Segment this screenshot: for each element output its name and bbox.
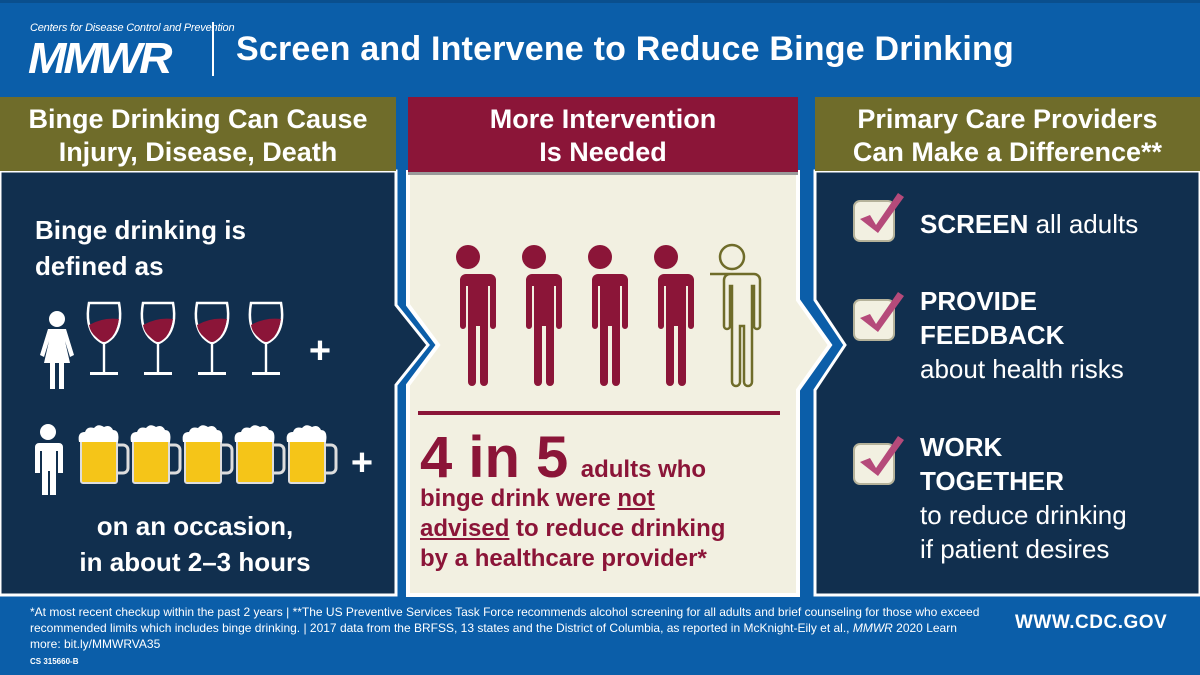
text-line: Binge drinking is [35, 215, 246, 245]
person-filled-icon [446, 245, 496, 386]
logo-org-name: Centers for Disease Control and Preventi… [30, 22, 235, 34]
heading-line: Injury, Disease, Death [58, 137, 338, 167]
stat-tail: adults who [580, 456, 707, 483]
action-keyword: WORK [920, 432, 1003, 462]
heading-line: More Intervention [489, 104, 717, 134]
action-text: all adults [1028, 209, 1139, 239]
beer-mug-icon [234, 425, 286, 484]
checkmark-icon [860, 436, 904, 476]
wine-glass-icon [140, 301, 176, 375]
text: by a healthcare provider* [420, 545, 707, 572]
publication-code: CS 315660-B [30, 657, 79, 666]
person-filled-icon [578, 245, 628, 386]
binge-definition-intro: Binge drinking is defined as [35, 212, 246, 284]
heading-line: Can Make a Difference** [852, 137, 1163, 167]
footer-bar [0, 597, 1200, 675]
heading-line: Is Needed [539, 137, 667, 167]
heading-line: Binge Drinking Can Cause [28, 104, 368, 134]
left-panel-heading: Binge Drinking Can Cause Injury, Disease,… [0, 97, 396, 171]
beer-mug-icon [78, 425, 130, 484]
person-filled-icon [512, 245, 562, 386]
middle-panel-heading: More Intervention Is Needed [408, 97, 798, 172]
wine-glass-icon [194, 301, 230, 375]
text: binge drink were [420, 485, 618, 512]
man-icon [35, 424, 63, 495]
mmwr-logo: MMWR [28, 34, 172, 83]
left-panel-bg [0, 169, 430, 597]
person-filled-icon [644, 245, 694, 386]
beer-mug-icon [130, 425, 182, 484]
binge-definition-outro: on an occasion, in about 2–3 hours [0, 508, 390, 580]
checkbox-icon [853, 443, 895, 485]
checkmark-icon [860, 193, 904, 233]
middle-panel-point [798, 305, 826, 385]
checkmark-icon [860, 292, 904, 332]
right-panel-heading: Primary Care Providers Can Make a Differe… [815, 97, 1200, 171]
header-divider [212, 22, 214, 76]
footnotes: *At most recent checkup within the past … [30, 604, 990, 652]
action-text: if patient desires [920, 534, 1110, 564]
emphasis-advised: advised [420, 515, 510, 542]
action-keyword: SCREEN [920, 209, 1029, 239]
plus-sign: + [309, 330, 331, 372]
checkbox-icon [853, 200, 895, 242]
action-feedback: PROVIDE FEEDBACK about health risks [920, 284, 1124, 386]
action-work-together: WORK TOGETHER to reduce drinking if patient… [920, 430, 1127, 566]
footnote-link[interactable]: 2020 Learn more: bit.ly/MMWRVA35 [30, 621, 957, 651]
action-keyword: TOGETHER [920, 466, 1064, 496]
wine-glass-icon [86, 301, 122, 375]
action-text: about health risks [920, 354, 1124, 384]
plus-sign: + [351, 442, 373, 484]
heading-line: Primary Care Providers [857, 104, 1158, 134]
footnote-text: *At most recent checkup within the past … [30, 605, 980, 635]
footnote-journal: MMWR [852, 621, 893, 635]
checkmark-icons [860, 193, 904, 476]
text-line: defined as [35, 251, 164, 281]
text-line: in about 2–3 hours [79, 547, 311, 577]
header-bar [0, 0, 1200, 92]
text: to reduce drinking [509, 515, 726, 542]
drinks-illustration: + + [35, 301, 373, 495]
right-panel-bg [813, 169, 1200, 597]
action-keyword: PROVIDE [920, 286, 1038, 316]
person-outline-icon [710, 243, 762, 388]
checkbox-icon [853, 299, 895, 341]
stat-number: 4 in 5 [420, 425, 569, 490]
stat-headline: 4 in 5 adults who [420, 424, 706, 491]
action-screen: SCREEN all adults [920, 206, 1138, 242]
emphasis-not: not [617, 485, 655, 512]
action-text: to reduce drinking [920, 500, 1127, 530]
left-panel-point [396, 310, 424, 380]
website-link[interactable]: WWW.CDC.GOV [1015, 612, 1168, 633]
beer-mug-icon [286, 425, 338, 484]
page-title: Screen and Intervene to Reduce Binge Dri… [236, 30, 1014, 68]
text-line: on an occasion, [96, 511, 294, 541]
people-figures [446, 243, 762, 388]
stat-description: binge drink were not advised to reduce d… [420, 484, 725, 574]
beer-mug-icon [182, 425, 234, 484]
wine-glass-icon [248, 301, 284, 375]
woman-icon [40, 311, 74, 389]
action-keyword: FEEDBACK [920, 320, 1065, 350]
